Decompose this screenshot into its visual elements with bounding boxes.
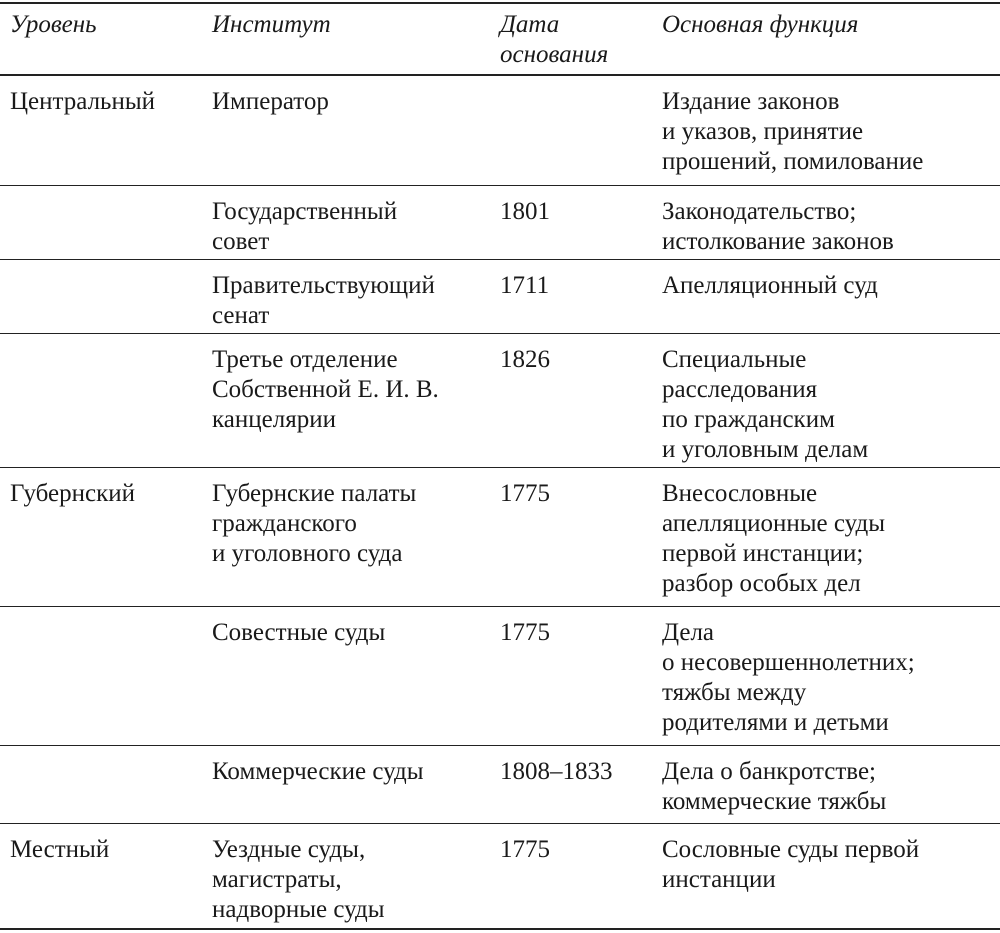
cell-line: 1808–1833 — [500, 758, 613, 785]
cell-line: Дела — [662, 619, 715, 646]
cell-line: Институт — [212, 11, 331, 38]
cell-line: надворные суды — [212, 896, 385, 923]
header-date: Дата основания — [500, 10, 608, 70]
cell-line: инстанции — [662, 866, 776, 893]
cell-line: первой инстанции; — [662, 540, 864, 567]
cell-institution: Третье отделение Собственной Е. И. В. канц… — [212, 345, 439, 435]
cell-line: 1826 — [500, 346, 550, 373]
cell-institution: Уездные суды, магистраты, надворные суды — [212, 835, 385, 925]
cell-institution: Коммерческие суды — [212, 757, 424, 787]
cell-line: коммерческие тяжбы — [662, 788, 887, 815]
cell-function: Апелляционный суд — [662, 271, 878, 301]
cell-function: Законодательство; истолкование законов — [662, 197, 894, 257]
cell-line: Государственный — [212, 198, 398, 225]
rule — [0, 259, 1000, 260]
cell-line: 1775 — [500, 619, 550, 646]
cell-line: и указов, принятие — [662, 118, 864, 145]
cell-level: Губернский — [10, 479, 135, 509]
rule — [0, 745, 1000, 746]
cell-institution: Совестные суды — [212, 618, 385, 648]
cell-line: прошений, помилование — [662, 148, 924, 175]
cell-level: Центральный — [10, 87, 155, 117]
cell-line: Сословные суды первой — [662, 836, 920, 863]
cell-line: совет — [212, 228, 270, 255]
rule — [0, 823, 1000, 824]
cell-line: Уровень — [10, 11, 97, 38]
cell-line: Собственной Е. И. В. — [212, 376, 439, 403]
cell-line: Издание законов — [662, 88, 840, 115]
cell-line: 1775 — [500, 480, 550, 507]
rule — [0, 333, 1000, 334]
header-level: Уровень — [10, 10, 97, 40]
cell-line: о несовершеннолетних; — [662, 649, 915, 676]
cell-institution: Государственный совет — [212, 197, 397, 257]
cell-institution: Император — [212, 87, 329, 117]
cell-date: 1775 — [500, 479, 550, 509]
cell-line: Дела о банкротстве; — [662, 758, 876, 785]
cell-date: 1808–1833 — [500, 757, 613, 787]
cell-line: по гражданским — [662, 406, 835, 433]
cell-line: гражданского — [212, 510, 357, 537]
header-institution: Институт — [212, 10, 331, 40]
cell-level: Местный — [10, 835, 109, 865]
cell-line: Дата — [500, 11, 560, 38]
cell-line: Третье отделение — [212, 346, 398, 373]
rule — [0, 606, 1000, 607]
cell-line: Центральный — [10, 88, 156, 115]
cell-line: истолкование законов — [662, 228, 894, 255]
cell-function: Сословные суды первой инстанции — [662, 835, 919, 895]
cell-line: Внесословные — [662, 480, 818, 507]
rule — [0, 467, 1000, 468]
cell-line: Император — [212, 88, 329, 115]
cell-date: 1775 — [500, 835, 550, 865]
cell-date: 1711 — [500, 271, 549, 301]
cell-line: сенат — [212, 302, 270, 329]
cell-function: Специальные расследования по гражданским и … — [662, 345, 868, 465]
cell-line: Апелляционный суд — [662, 272, 878, 299]
header-function: Основная функция — [662, 10, 858, 40]
rule — [0, 2, 1000, 4]
cell-institution: Губернские палаты гражданского и уголовног… — [212, 479, 416, 569]
cell-line: апелляционные суды — [662, 510, 886, 537]
cell-function: Издание законов и указов, принятие прошени… — [662, 87, 923, 177]
rule — [0, 74, 1000, 76]
cell-line: тяжбы между — [662, 679, 807, 706]
cell-line: основания — [500, 41, 609, 68]
cell-line: Губернский — [10, 480, 136, 507]
cell-line: Местный — [10, 836, 110, 863]
cell-function: Дела о банкротстве; коммерческие тяжбы — [662, 757, 886, 817]
cell-line: канцелярии — [212, 406, 336, 433]
cell-line: Коммерческие суды — [212, 758, 424, 785]
cell-line: Специальные — [662, 346, 807, 373]
cell-line: и уголовным делам — [662, 436, 869, 463]
cell-line: Основная функция — [662, 11, 859, 38]
cell-line: расследования — [662, 376, 818, 403]
cell-institution: Правительствующий сенат — [212, 271, 435, 331]
cell-line: 1711 — [500, 272, 550, 299]
cell-line: Совестные суды — [212, 619, 386, 646]
cell-line: родителями и детьми — [662, 709, 889, 736]
cell-date: 1775 — [500, 618, 550, 648]
cell-line: Губернские палаты — [212, 480, 417, 507]
cell-function: Дела о несовершеннолетних; тяжбы между роди… — [662, 618, 915, 738]
cell-line: 1775 — [500, 836, 550, 863]
cell-line: Законодательство; — [662, 198, 857, 225]
cell-line: магистраты, — [212, 866, 342, 893]
cell-line: Правительствующий — [212, 272, 435, 299]
cell-line: Уездные суды, — [212, 836, 366, 863]
rule — [0, 185, 1000, 186]
cell-line: 1801 — [500, 198, 550, 225]
cell-line: разбор особых дел — [662, 570, 861, 597]
cell-function: Внесословные апелляционные суды первой инс… — [662, 479, 885, 599]
rule — [0, 928, 1000, 930]
cell-date: 1801 — [500, 197, 550, 227]
cell-date: 1826 — [500, 345, 550, 375]
cell-line: и уголовного суда — [212, 540, 403, 567]
